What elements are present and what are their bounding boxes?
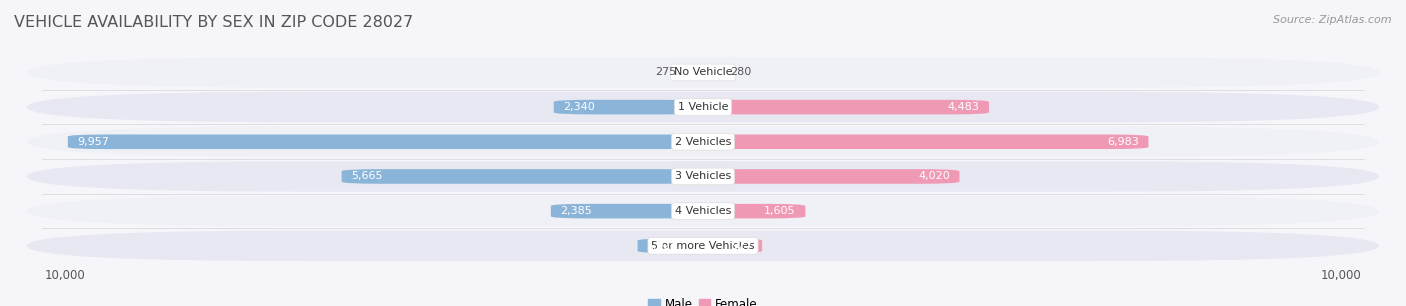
FancyBboxPatch shape [27,196,1379,226]
FancyBboxPatch shape [27,57,1379,88]
FancyBboxPatch shape [27,230,1379,261]
FancyBboxPatch shape [554,100,703,114]
Text: 1 Vehicle: 1 Vehicle [678,102,728,112]
Text: VEHICLE AVAILABILITY BY SEX IN ZIP CODE 28027: VEHICLE AVAILABILITY BY SEX IN ZIP CODE … [14,15,413,30]
FancyBboxPatch shape [703,169,959,184]
Text: 9,957: 9,957 [77,137,110,147]
FancyBboxPatch shape [703,239,762,253]
Text: 2,385: 2,385 [561,206,592,216]
Text: No Vehicle: No Vehicle [673,67,733,77]
FancyBboxPatch shape [703,204,806,218]
Legend: Male, Female: Male, Female [644,293,762,306]
Text: 3 Vehicles: 3 Vehicles [675,171,731,181]
FancyBboxPatch shape [27,126,1379,157]
FancyBboxPatch shape [665,65,724,80]
Text: 280: 280 [731,67,752,77]
FancyBboxPatch shape [27,92,1379,122]
FancyBboxPatch shape [342,169,703,184]
Text: 5 or more Vehicles: 5 or more Vehicles [651,241,755,251]
Text: 2,340: 2,340 [564,102,595,112]
Text: 4 Vehicles: 4 Vehicles [675,206,731,216]
FancyBboxPatch shape [703,100,988,114]
Text: 1,605: 1,605 [765,206,796,216]
FancyBboxPatch shape [551,204,703,218]
Text: 927: 927 [731,241,752,251]
Text: 5,665: 5,665 [352,171,382,181]
Text: 275: 275 [655,67,676,77]
Text: 6,983: 6,983 [1107,137,1139,147]
Text: 4,483: 4,483 [948,102,980,112]
Text: 1,026: 1,026 [647,241,679,251]
FancyBboxPatch shape [682,65,741,80]
Text: 4,020: 4,020 [918,171,950,181]
FancyBboxPatch shape [27,161,1379,192]
FancyBboxPatch shape [637,239,703,253]
Text: 2 Vehicles: 2 Vehicles [675,137,731,147]
FancyBboxPatch shape [703,135,1149,149]
FancyBboxPatch shape [67,135,703,149]
Text: Source: ZipAtlas.com: Source: ZipAtlas.com [1274,15,1392,25]
